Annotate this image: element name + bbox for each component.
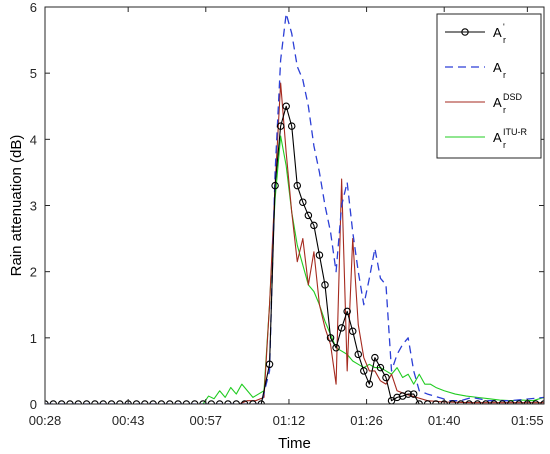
- legend-label-sub: r: [503, 105, 506, 115]
- y-tick-label: 2: [30, 265, 37, 280]
- legend-label-main: A: [493, 60, 502, 75]
- series-line-3: [45, 135, 544, 404]
- series-0-marker: [276, 122, 285, 130]
- axes-layer: 00:28 00:43 00:57 01:12 01:26 01:40 01:55 0 1 2 3 4…: [29, 0, 545, 428]
- series-0-marker: [304, 211, 313, 220]
- y-tick-label: 6: [30, 0, 37, 15]
- x-tick-label: 01:12: [273, 413, 306, 428]
- x-tick-label: 01:40: [428, 413, 461, 428]
- y-tick-label: 0: [30, 397, 37, 412]
- legend-label-main: A: [493, 25, 502, 40]
- series-0-marker: [337, 324, 346, 332]
- series-0-marker: [393, 393, 401, 402]
- series-line-0: [45, 105, 544, 404]
- y-axis-label: Rain attenuation (dB): [8, 135, 25, 277]
- legend-label-sub: r: [503, 35, 506, 45]
- legend-label-main: A: [493, 130, 502, 145]
- series-0-marker: [409, 390, 418, 398]
- x-tick-label: 01:26: [350, 413, 383, 428]
- y-tick-label: 5: [30, 66, 37, 81]
- series-0-marker: [371, 353, 379, 362]
- series-0-marker: [265, 360, 274, 369]
- series-0-marker: [321, 281, 329, 289]
- series-0-marker: [404, 390, 412, 398]
- series-0-marker: [293, 181, 302, 190]
- series-0-marker: [299, 198, 307, 206]
- legend-label-sub: r: [503, 140, 506, 150]
- legend-label-sup: ITU-R: [503, 127, 527, 137]
- y-tick-label: 4: [30, 132, 37, 147]
- series-0-marker: [326, 334, 335, 342]
- series-0-marker: [365, 380, 374, 388]
- y-tick-label: 1: [30, 331, 37, 346]
- series-0-marker: [376, 363, 385, 372]
- legend-label-sub: r: [503, 70, 506, 80]
- series-0-marker: [287, 122, 296, 130]
- legend-label-sup: DSD: [503, 92, 523, 102]
- series-line-1: [45, 12, 544, 404]
- series-0-marker: [315, 251, 324, 259]
- series-0-marker: [271, 181, 279, 190]
- x-tick-label: 00:28: [29, 413, 62, 428]
- x-axis-label: Time: [278, 435, 311, 452]
- x-tick-label: 00:57: [190, 413, 223, 428]
- series-0-marker: [332, 344, 340, 352]
- series-0-marker: [343, 307, 351, 316]
- series-3: [45, 135, 544, 404]
- series-0-marker: [382, 373, 390, 382]
- series-0-marker: [360, 367, 368, 375]
- series-0-marker: [354, 350, 363, 359]
- series-0-marker: [310, 221, 318, 230]
- legend-marker: [461, 28, 469, 36]
- series-0-marker: [282, 102, 290, 111]
- legend-label-main: A: [493, 95, 502, 110]
- series-1: [45, 12, 544, 404]
- x-tick-label: 00:43: [112, 413, 145, 428]
- legend-label-sup: ': [503, 22, 505, 32]
- y-tick-label: 3: [30, 199, 37, 214]
- legend-box: [436, 13, 542, 159]
- x-tick-label: 01:55: [511, 413, 544, 428]
- series-0-marker: [348, 327, 357, 335]
